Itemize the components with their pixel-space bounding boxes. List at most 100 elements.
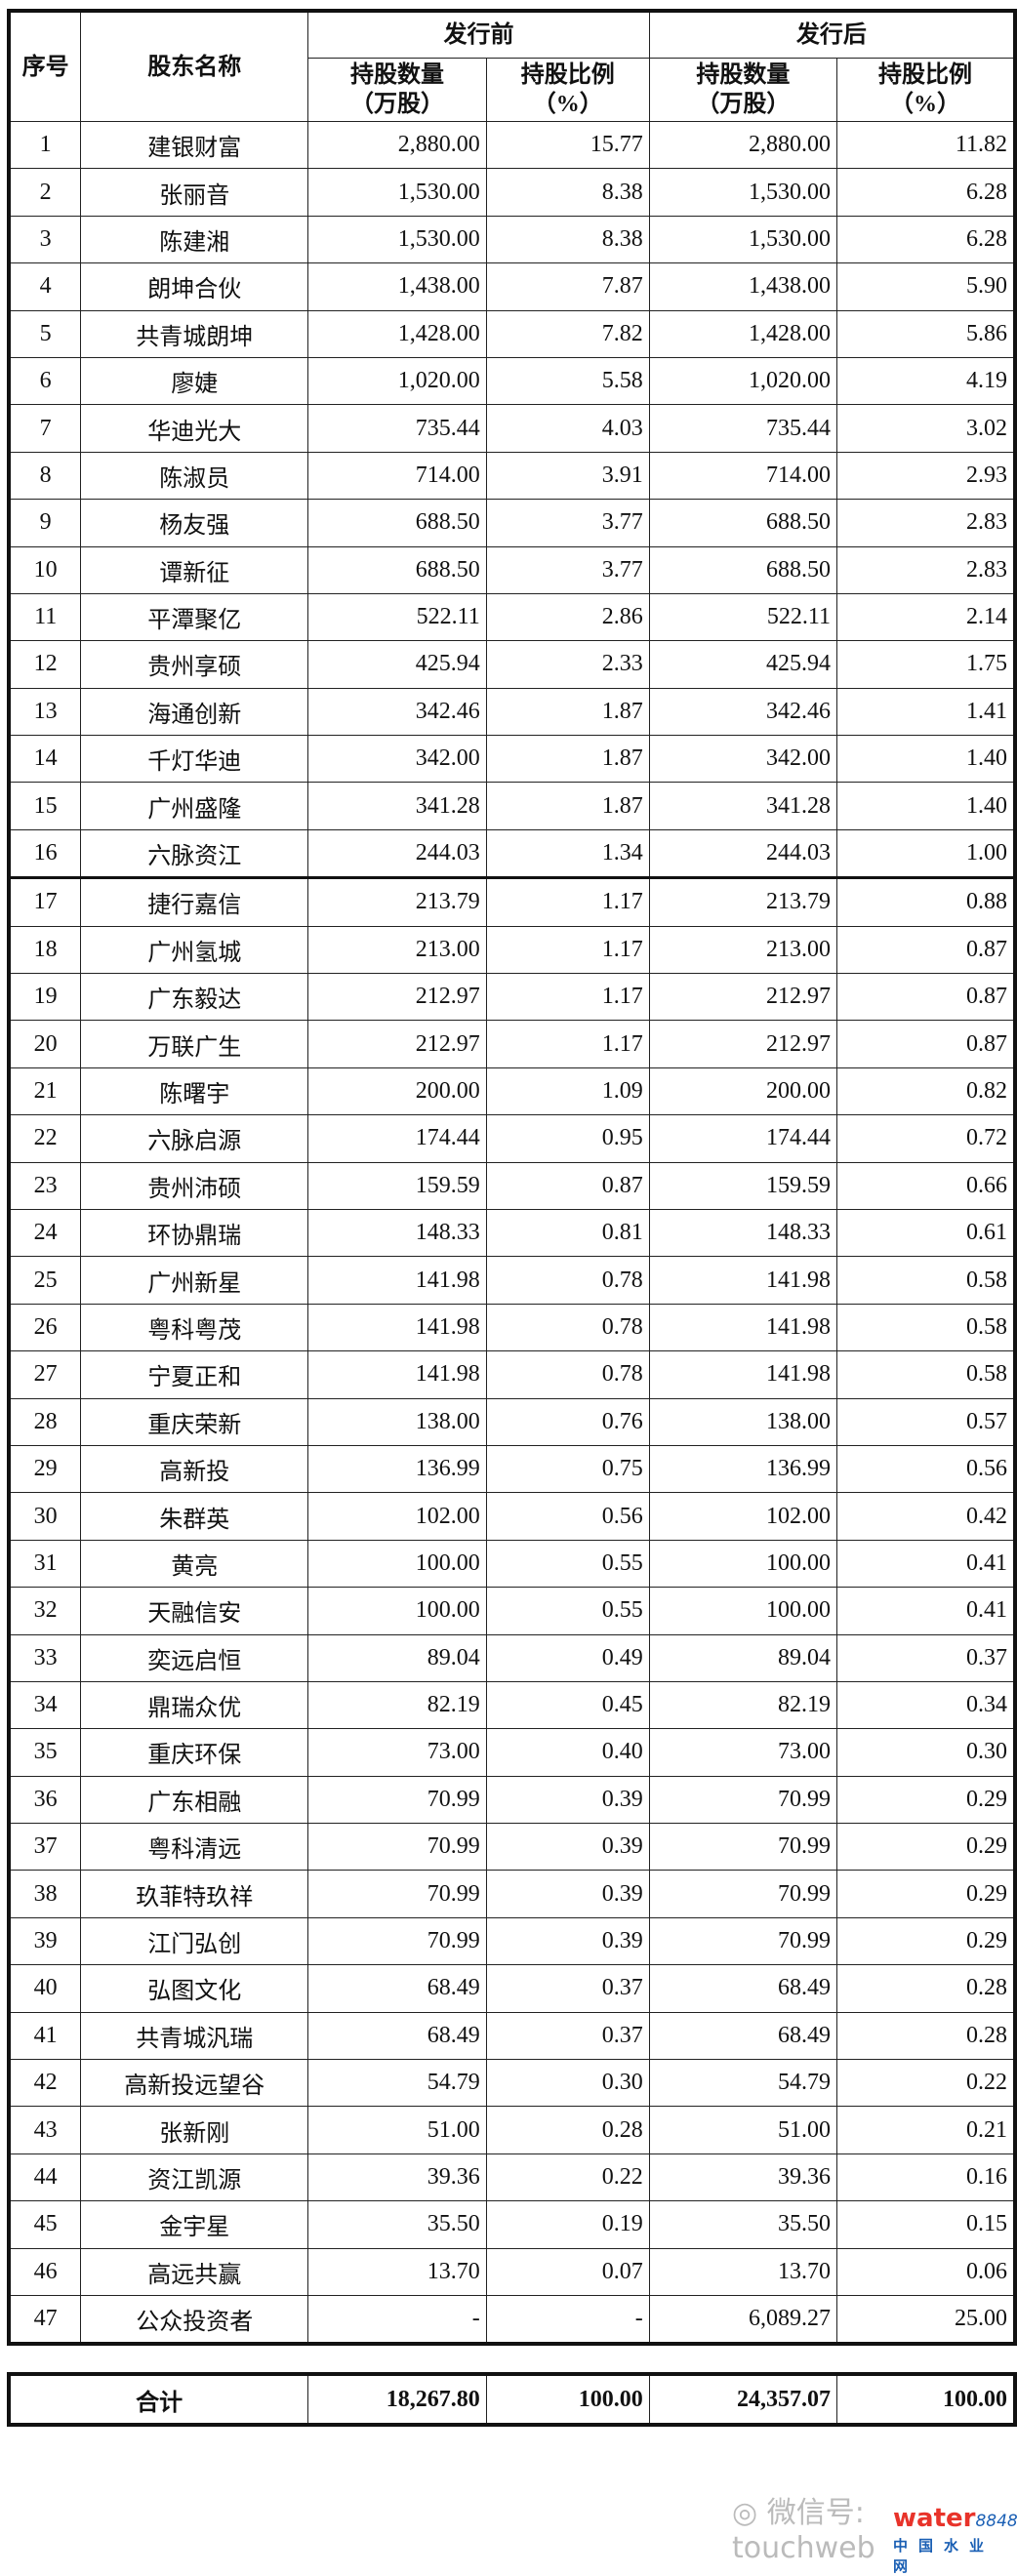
row-seq: 19 [8, 973, 82, 1022]
row-after-qty: 70.99 [648, 1775, 837, 1825]
row-after-qty: 70.99 [648, 1870, 837, 1918]
row-name: 广东相融 [80, 1775, 309, 1825]
total-table: 合计 18,267.80 100.00 24,357.07 100.00 [7, 2372, 1017, 2427]
row-after-qty: 2,880.00 [648, 120, 837, 170]
shareholder-table: 序号 股东名称 发行前 发行后 持股数量 （万股） 持股比例 （%） 持股数量 （万股… [7, 9, 1017, 2347]
row-after-ratio: 2.14 [835, 592, 1016, 642]
row-after-ratio: 5.86 [835, 309, 1016, 358]
row-name: 六脉资江 [80, 828, 309, 880]
row-after-qty: 73.00 [648, 1728, 837, 1777]
row-after-qty: 735.44 [648, 404, 837, 453]
row-before-ratio: 0.37 [485, 1964, 650, 2013]
row-seq: 40 [8, 1964, 82, 2013]
row-after-qty: 35.50 [648, 2200, 837, 2249]
row-before-ratio: 7.82 [485, 309, 650, 358]
header-qty-label: 持股数量 [696, 62, 791, 88]
row-after-qty: 68.49 [648, 1964, 837, 2013]
row-before-qty: 688.50 [307, 499, 487, 547]
row-after-ratio: 0.29 [835, 1823, 1016, 1872]
row-after-qty: 13.70 [648, 2247, 837, 2296]
row-name: 海通创新 [80, 687, 309, 737]
table-row: 23 贵州沛硕 159.59 0.87 159.59 0.66 [8, 1161, 1016, 1210]
row-before-qty: 200.00 [307, 1067, 487, 1116]
row-before-ratio: 0.22 [485, 2153, 650, 2202]
table-row: 4 朗坤合伙 1,438.00 7.87 1,438.00 5.90 [8, 262, 1016, 311]
row-after-qty: 200.00 [648, 1067, 837, 1116]
row-before-ratio: 7.87 [485, 262, 650, 311]
total-label: 合计 [8, 2373, 309, 2426]
table-row: 33 奕远启恒 89.04 0.49 89.04 0.37 [8, 1633, 1016, 1682]
row-before-qty: 54.79 [307, 2059, 487, 2108]
logo-brand: water [893, 2504, 976, 2533]
row-before-qty: 89.04 [307, 1633, 487, 1682]
row-after-qty: 688.50 [648, 499, 837, 547]
row-before-ratio: 0.55 [485, 1539, 650, 1589]
row-before-qty: 138.00 [307, 1397, 487, 1446]
table-row: 28 重庆荣新 138.00 0.76 138.00 0.57 [8, 1397, 1016, 1446]
row-after-ratio: 0.56 [835, 1444, 1016, 1494]
row-after-ratio: 0.41 [835, 1587, 1016, 1635]
row-name: 共青城汎瑞 [80, 2011, 309, 2061]
row-before-ratio: 0.49 [485, 1633, 650, 1682]
row-seq: 24 [8, 1208, 82, 1258]
row-seq: 18 [8, 925, 82, 975]
row-before-ratio: 1.17 [485, 877, 650, 927]
row-name: 重庆荣新 [80, 1397, 309, 1446]
row-after-ratio: 0.29 [835, 1775, 1016, 1825]
row-name: 粤科粤茂 [80, 1303, 309, 1352]
table-row: 1 建银财富 2,880.00 15.77 2,880.00 11.82 [8, 120, 1016, 170]
row-before-ratio: 5.58 [485, 356, 650, 406]
row-after-qty: 425.94 [648, 640, 837, 689]
row-after-ratio: 0.58 [835, 1350, 1016, 1399]
row-before-qty: 100.00 [307, 1587, 487, 1635]
row-after-ratio: 1.41 [835, 687, 1016, 737]
row-after-ratio: 0.15 [835, 2200, 1016, 2249]
header-qty-unit: （万股） [350, 92, 445, 117]
header-ratio-label: 持股比例 [877, 62, 972, 88]
row-after-ratio: 11.82 [835, 120, 1016, 170]
row-name: 陈建湘 [80, 215, 309, 264]
row-after-ratio: 0.06 [835, 2247, 1016, 2296]
row-before-ratio: 0.45 [485, 1680, 650, 1730]
row-before-qty: 244.03 [307, 828, 487, 880]
row-after-ratio: 0.34 [835, 1680, 1016, 1730]
row-before-qty: 68.49 [307, 2011, 487, 2061]
row-name: 广东毅达 [80, 973, 309, 1022]
row-before-ratio: 3.77 [485, 545, 650, 594]
row-after-ratio: 6.28 [835, 215, 1016, 264]
row-before-qty: 425.94 [307, 640, 487, 689]
table-row: 29 高新投 136.99 0.75 136.99 0.56 [8, 1444, 1016, 1494]
row-after-qty: 39.36 [648, 2153, 837, 2202]
row-before-qty: 70.99 [307, 1916, 487, 1966]
row-seq: 3 [8, 215, 82, 264]
row-before-ratio: 1.87 [485, 782, 650, 830]
table-row: 5 共青城朗坤 1,428.00 7.82 1,428.00 5.86 [8, 309, 1016, 358]
row-name: 鼎瑞众优 [80, 1680, 309, 1730]
row-name: 黄亮 [80, 1539, 309, 1589]
row-name: 陈曙宇 [80, 1067, 309, 1116]
table-row: 32 天融信安 100.00 0.55 100.00 0.41 [8, 1587, 1016, 1635]
row-seq: 32 [8, 1587, 82, 1635]
table-row: 34 鼎瑞众优 82.19 0.45 82.19 0.34 [8, 1680, 1016, 1730]
row-name: 千灯华迪 [80, 735, 309, 784]
table-row: 2 张丽音 1,530.00 8.38 1,530.00 6.28 [8, 168, 1016, 217]
total-row: 合计 18,267.80 100.00 24,357.07 100.00 [8, 2373, 1016, 2426]
row-name: 谭新征 [80, 545, 309, 594]
table-row: 42 高新投远望谷 54.79 0.30 54.79 0.22 [8, 2059, 1016, 2108]
row-before-qty: 522.11 [307, 592, 487, 642]
row-after-qty: 212.97 [648, 1020, 837, 1068]
row-after-ratio: 0.42 [835, 1492, 1016, 1541]
header-name: 股东名称 [80, 10, 309, 122]
row-before-qty: 136.99 [307, 1444, 487, 1494]
row-after-ratio: 0.57 [835, 1397, 1016, 1446]
row-seq: 4 [8, 262, 82, 311]
row-seq: 14 [8, 735, 82, 784]
logo-cn: 中国水业网 [893, 2537, 996, 2575]
row-name: 宁夏正和 [80, 1350, 309, 1399]
row-seq: 34 [8, 1680, 82, 1730]
row-seq: 20 [8, 1020, 82, 1068]
row-before-ratio: 0.07 [485, 2247, 650, 2296]
row-after-qty: 100.00 [648, 1587, 837, 1635]
row-name: 广州盛隆 [80, 782, 309, 830]
table-row: 11 平潭聚亿 522.11 2.86 522.11 2.14 [8, 592, 1016, 642]
